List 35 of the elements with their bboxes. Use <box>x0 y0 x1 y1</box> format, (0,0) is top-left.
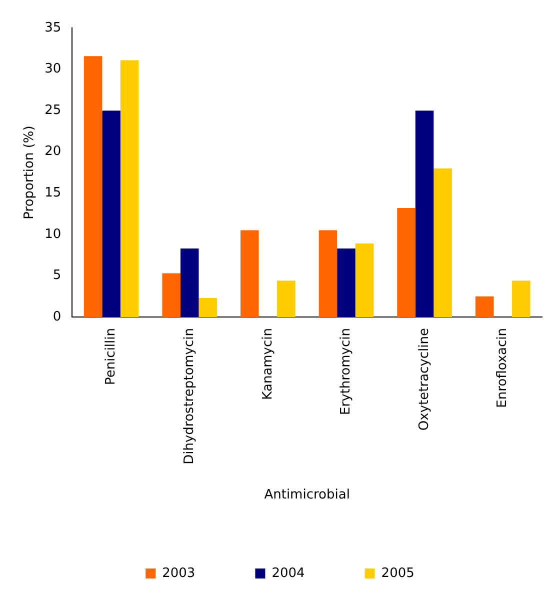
y-tick-label: 0 <box>52 309 62 324</box>
bar <box>355 244 374 317</box>
legend-label: 2003 <box>162 566 196 581</box>
bar <box>120 60 139 317</box>
x-tick-label: Oxytetracycline <box>416 328 432 431</box>
y-tick-label: 15 <box>44 186 62 201</box>
bar <box>318 230 338 317</box>
bar <box>434 168 452 317</box>
bar <box>397 208 416 317</box>
bar <box>84 56 102 317</box>
x-tick-label: Kanamycin <box>260 328 276 400</box>
bar <box>198 298 218 317</box>
y-tick-label: 25 <box>44 102 62 118</box>
y-axis-title: Proportion (%) <box>22 126 38 220</box>
legend-label: 2005 <box>381 566 414 581</box>
y-tick-label: 5 <box>52 268 62 284</box>
x-axis-title: Antimicrobial <box>264 488 350 503</box>
bar <box>475 296 494 317</box>
y-tick-label: 30 <box>44 62 62 77</box>
bar <box>180 248 199 317</box>
bar <box>162 273 180 317</box>
bar <box>512 280 530 317</box>
x-tick-label: Dihydrostreptomycin <box>182 328 197 464</box>
y-tick-label: 35 <box>44 20 62 36</box>
bar <box>240 230 259 317</box>
bar <box>337 248 356 317</box>
x-tick-label: Enrofloxacin <box>495 328 510 408</box>
y-tick-label: 10 <box>44 226 62 242</box>
y-tick-label: 20 <box>44 144 62 160</box>
bar <box>415 110 434 317</box>
legend-label: 2004 <box>272 566 305 581</box>
x-tick-label: Penicillin <box>104 328 119 386</box>
x-tick-label: Erythromycin <box>338 328 354 415</box>
bar <box>102 110 120 317</box>
bar <box>277 280 296 317</box>
